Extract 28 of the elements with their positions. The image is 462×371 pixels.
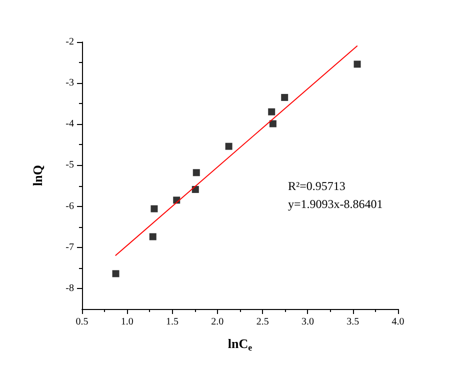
x-tick-label: 2.0 <box>211 316 224 328</box>
point <box>269 120 276 128</box>
y-tick-label: -4 <box>66 118 74 130</box>
y-tick-label: -3 <box>66 78 74 89</box>
y-tick-label: -5 <box>66 160 74 171</box>
point <box>192 169 200 176</box>
point <box>192 186 199 193</box>
annotation: R²=0.95713 <box>288 179 346 193</box>
y-axis-title: lnQ <box>30 165 45 186</box>
x-tick-label: 0.5 <box>76 316 88 328</box>
point <box>281 94 288 101</box>
x-tick-label: 1.0 <box>120 316 134 328</box>
point <box>354 60 361 68</box>
point <box>268 108 276 116</box>
x-tick-label: 3.5 <box>346 316 360 328</box>
y-tick-label: -6 <box>66 200 74 212</box>
y-tick-label: -8 <box>66 282 74 294</box>
x-tick-label: 3.0 <box>301 316 314 328</box>
y-tick-label: -7 <box>66 242 74 253</box>
point <box>225 142 232 150</box>
annotation: y=1.9093x-8.86401 <box>288 197 383 211</box>
point <box>112 270 120 278</box>
point <box>149 233 156 240</box>
y-tick-label: -2 <box>66 36 74 48</box>
point <box>150 205 158 212</box>
x-tick-label: 4.0 <box>392 316 404 328</box>
x-tick-label: 1.5 <box>166 316 179 328</box>
x-tick-label: 2.5 <box>256 316 269 328</box>
